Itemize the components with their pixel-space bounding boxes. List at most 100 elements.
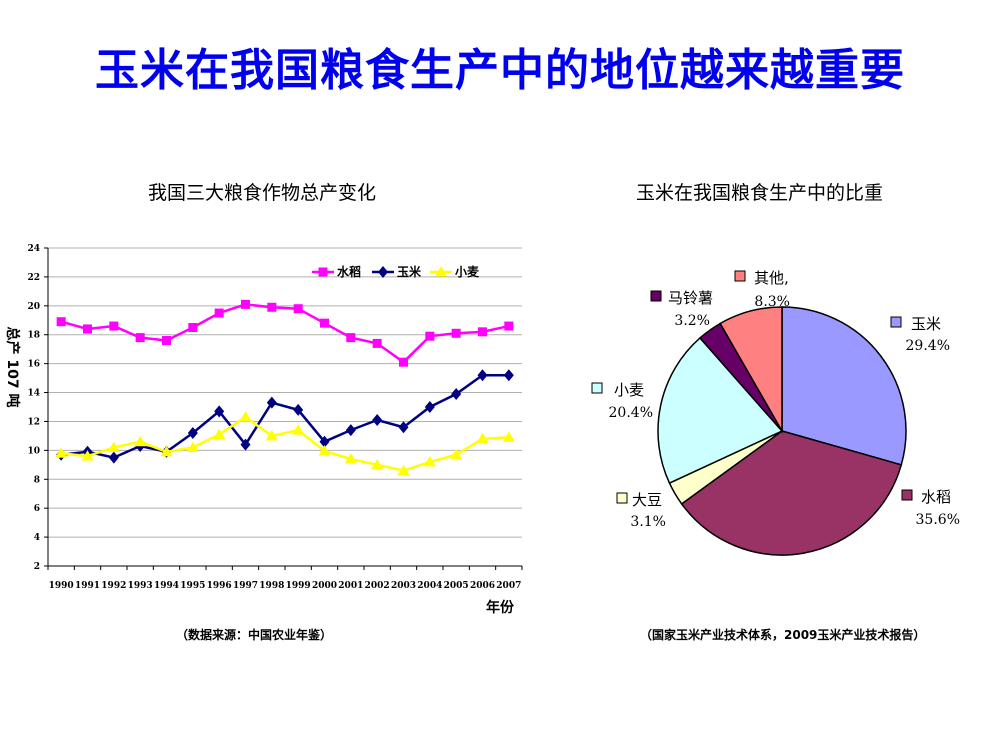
x-tick-label: 1993 [128, 581, 153, 591]
y-tick-label: 16 [27, 360, 40, 370]
pie-label-group: 马铃薯 3.2% [650, 289, 713, 329]
data-point [423, 455, 436, 467]
data-point [293, 304, 303, 314]
pie-chart-title: 玉米在我国粮食生产中的比重 [636, 182, 884, 204]
data-point [344, 453, 357, 464]
series-玉米 [56, 369, 514, 464]
pie-label-name: 玉米 [911, 315, 941, 333]
data-point [320, 318, 329, 328]
data-point [319, 435, 330, 448]
data-point [371, 458, 384, 470]
data-point [397, 464, 410, 476]
y-tick-label: 12 [27, 417, 40, 427]
data-point [318, 444, 331, 456]
y-tick-label: 24 [27, 244, 40, 254]
data-point [345, 424, 356, 437]
x-tick-label: 2006 [470, 581, 495, 591]
pie-label-percent: 20.4% [609, 405, 653, 421]
data-point [83, 324, 92, 334]
y-tick-label: 18 [27, 331, 40, 341]
pie-slice-水稻 [680, 430, 903, 556]
y-tick-label: 22 [27, 273, 40, 283]
pie-label-name: 小麦 [614, 381, 644, 399]
pie-label-percent: 29.4% [906, 338, 950, 354]
data-point [372, 338, 382, 348]
data-point [239, 411, 252, 422]
data-point [502, 431, 515, 442]
data-point [162, 336, 171, 346]
y-axis-title: 总产 107 吨 [4, 327, 21, 408]
data-point [241, 299, 250, 309]
data-point [266, 396, 277, 409]
pie-legend-swatch [901, 489, 913, 501]
data-point [293, 403, 304, 416]
data-point [346, 333, 356, 343]
data-point [451, 328, 461, 338]
pie-label-percent: 3.1% [630, 514, 666, 530]
legend-label: 水稻 [337, 264, 361, 279]
y-tick-label: 4 [34, 533, 40, 543]
y-tick-label: 2 [34, 562, 40, 572]
data-point [55, 447, 68, 458]
series-小麦 [55, 411, 515, 476]
legend-marker [435, 266, 447, 277]
series-水稻 [56, 299, 514, 367]
pie-label-name: 水稻 [921, 488, 951, 506]
data-point [81, 450, 94, 461]
x-tick-label: 1990 [49, 581, 74, 591]
pie-label-percent: 35.6% [916, 512, 960, 528]
pie-label-name: 马铃薯 [668, 289, 713, 307]
data-point [372, 414, 383, 427]
pie-slice-玉米 [781, 306, 907, 466]
data-point [504, 321, 514, 331]
data-point [267, 302, 277, 312]
pie-legend-swatch [650, 290, 662, 302]
pie-label-name: 其他, [754, 269, 789, 287]
line-chart-source: （数据来源：中国农业年鉴） [176, 628, 333, 642]
x-tick-label: 2002 [365, 581, 390, 591]
data-point [292, 424, 305, 435]
pie-legend-swatch [591, 382, 603, 394]
data-point [188, 323, 198, 332]
x-tick-label: 2004 [417, 581, 442, 591]
page-title: 玉米在我国粮食生产中的地位越来越重要 [95, 45, 905, 96]
legend-label: 小麦 [455, 264, 480, 279]
x-tick-label: 1994 [154, 581, 179, 591]
x-tick-label: 1998 [259, 581, 284, 591]
pie-label-percent: 3.2% [674, 313, 710, 329]
pie-label-group: 水稻 35.6% [901, 488, 960, 528]
x-axis-title: 年份 [486, 599, 515, 616]
data-point [478, 327, 487, 337]
legend-item: 小麦 [430, 264, 480, 279]
legend-label: 玉米 [397, 264, 422, 279]
pie-label-group: 大豆 3.1% [616, 491, 666, 530]
data-point [450, 448, 463, 460]
data-point [56, 317, 66, 327]
data-point [214, 405, 225, 418]
data-point [399, 357, 408, 367]
x-tick-label: 1991 [75, 581, 100, 591]
series-line [61, 373, 509, 459]
data-point [135, 333, 145, 343]
x-tick-label: 1995 [180, 581, 205, 591]
data-point [160, 445, 173, 457]
pie-label-name: 大豆 [632, 491, 662, 509]
data-point [503, 369, 514, 382]
data-point [187, 427, 198, 440]
data-point [477, 369, 488, 382]
legend-marker [378, 266, 388, 278]
data-point [108, 451, 119, 464]
x-tick-label: 2005 [444, 581, 469, 591]
pie-slice-其他, [719, 306, 783, 434]
data-point [476, 432, 489, 444]
line-chart-title: 我国三大粮食作物总产变化 [148, 182, 377, 204]
x-tick-label: 1992 [101, 581, 126, 591]
pie-label-percent: 8.3% [754, 294, 790, 310]
pie-label-group: 小麦 20.4% [591, 381, 653, 421]
legend-marker [318, 267, 328, 277]
x-tick-label: 1996 [207, 581, 232, 591]
data-point [213, 428, 226, 439]
y-tick-label: 14 [27, 389, 40, 399]
